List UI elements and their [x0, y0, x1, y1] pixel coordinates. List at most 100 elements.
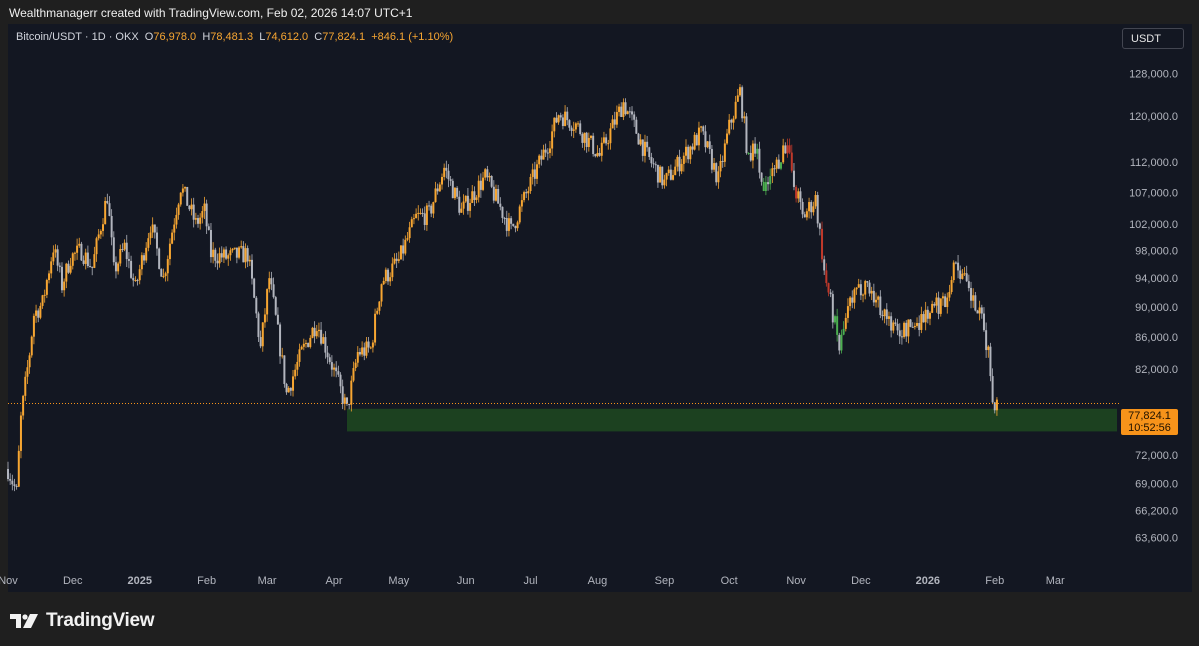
time-tick-label: Nov: [786, 575, 806, 587]
candle-body: [626, 111, 629, 115]
candle-body: [328, 357, 331, 363]
candle-body: [231, 248, 234, 251]
candle-body: [371, 342, 374, 348]
footer: [0, 592, 1199, 646]
candle-body: [862, 294, 865, 296]
open-value: 76,978.0: [153, 31, 197, 43]
candle-body: [358, 352, 361, 355]
candle-body: [255, 297, 258, 314]
candle-body: [367, 341, 370, 348]
time-tick-label: 2026: [916, 575, 940, 587]
candle-body: [28, 355, 31, 368]
candle-body: [184, 186, 187, 189]
candle-body: [175, 214, 178, 225]
candle-body: [952, 262, 955, 281]
candle-body: [473, 191, 476, 200]
candle-body: [35, 310, 38, 316]
candle-body: [561, 117, 564, 126]
candle-body: [162, 276, 165, 278]
candle-body: [404, 239, 407, 254]
candle-body: [687, 146, 690, 160]
candle-body: [615, 112, 618, 125]
candle-body: [412, 218, 415, 220]
candle-body: [831, 294, 834, 323]
currency-button[interactable]: USDT: [1122, 28, 1184, 49]
candle-body: [354, 362, 357, 369]
candle-body: [637, 133, 640, 145]
candle-body: [482, 177, 485, 190]
time-tick-label: Mar: [258, 575, 277, 587]
candle-body: [907, 319, 910, 337]
time-tick-label: May: [388, 575, 409, 587]
candle-body: [274, 297, 277, 315]
candle-body: [570, 127, 573, 131]
candle-body: [540, 155, 543, 160]
time-tick-label: Dec: [63, 575, 83, 587]
candle-body: [529, 176, 532, 192]
chart-area[interactable]: [8, 24, 1192, 592]
attribution-text: Wealthmanagerr created with TradingView.…: [9, 6, 413, 20]
price-tick-label: 112,000.0: [1130, 157, 1178, 169]
candle-body: [920, 314, 923, 330]
candle-body: [790, 152, 793, 171]
candle-body: [240, 246, 243, 248]
candle-body: [697, 127, 700, 146]
candle-body: [428, 205, 431, 207]
candle-body: [749, 152, 752, 161]
candle-body: [533, 169, 536, 179]
candle-body: [754, 143, 757, 154]
candle-body: [315, 331, 318, 337]
candle-body: [544, 149, 547, 153]
candle-body: [242, 246, 245, 263]
candle-body: [382, 280, 385, 285]
candle-body: [965, 273, 968, 282]
candle-body: [302, 343, 305, 347]
candle-body: [89, 266, 92, 268]
candle-body: [82, 260, 85, 264]
tradingview-logo[interactable]: TradingView: [10, 610, 155, 631]
candle-body: [246, 248, 249, 262]
candle-body: [553, 117, 556, 132]
candle-body: [589, 135, 592, 138]
candle-body: [337, 371, 340, 375]
candle-body: [458, 196, 461, 213]
candle-body: [406, 238, 409, 240]
candle-body: [650, 157, 653, 164]
candle-body: [259, 337, 262, 347]
candle-body: [425, 205, 428, 225]
candle-body: [941, 296, 944, 299]
symbol-legend: Bitcoin/USDT · 1D · OKX O76,978.0 H78,48…: [16, 31, 453, 43]
candle-body: [935, 297, 938, 306]
time-tick-label: Nov: [0, 575, 18, 587]
candle-body: [279, 324, 282, 357]
candle-body: [581, 134, 584, 143]
candle-body: [991, 376, 994, 403]
candle-body: [350, 380, 353, 405]
candle-body: [497, 188, 500, 204]
candle-body: [833, 316, 836, 323]
candle-body: [110, 215, 113, 238]
tradingview-logo-icon: [10, 614, 38, 628]
candle-body: [840, 334, 843, 351]
candle-body: [538, 155, 541, 165]
candle-body: [456, 187, 459, 197]
candle-body: [140, 255, 143, 270]
candle-body: [980, 307, 983, 314]
time-tick-label: Jun: [457, 575, 475, 587]
candle-body: [846, 306, 849, 318]
candle-body: [225, 249, 228, 259]
candle-body: [954, 262, 957, 264]
candle-body: [317, 329, 320, 332]
candle-body: [76, 245, 79, 253]
candle-body: [732, 118, 735, 123]
candle-body: [838, 334, 841, 351]
candle-body: [663, 179, 666, 186]
candle-body: [620, 106, 623, 117]
support-zone: [346, 408, 1117, 432]
candle-body: [376, 310, 379, 314]
candle-body: [263, 314, 266, 323]
candle-body: [572, 129, 575, 131]
candle-body: [326, 352, 329, 358]
candle-body: [527, 191, 530, 194]
